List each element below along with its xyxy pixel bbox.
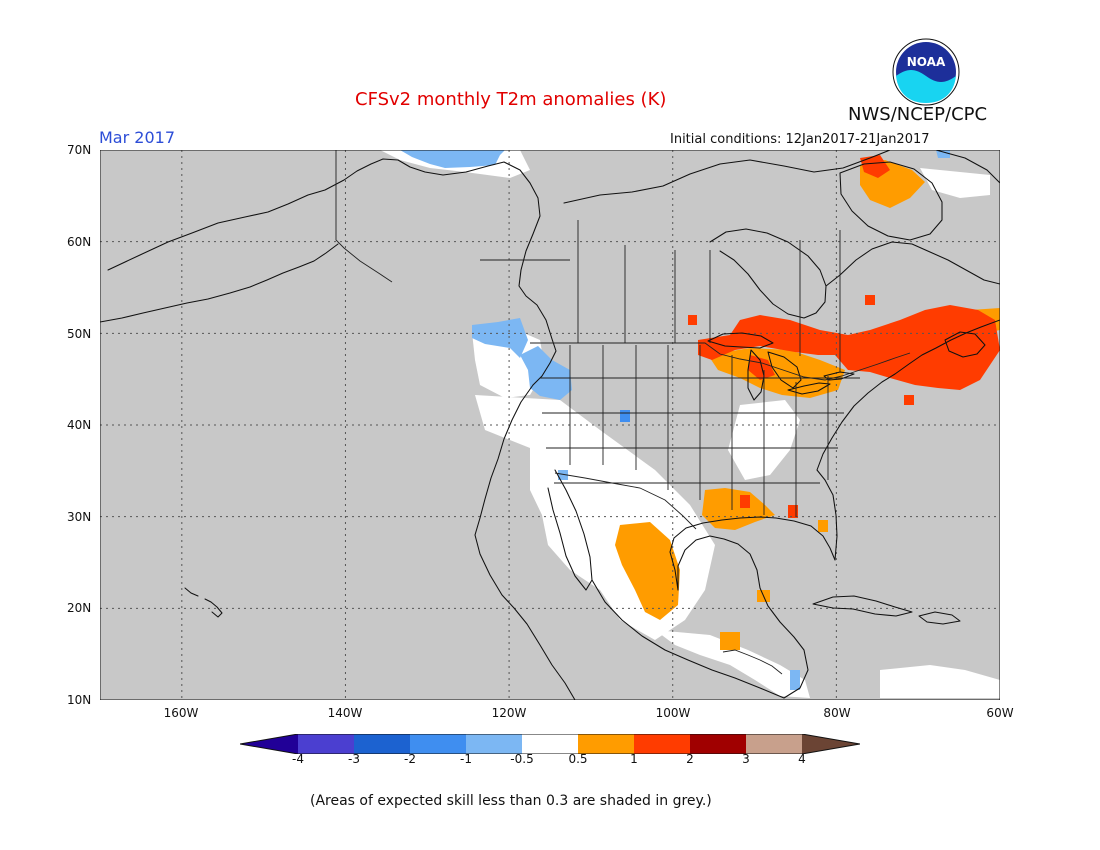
colorbar-label-minus-2: -2 <box>404 752 416 766</box>
lake-superior <box>707 332 774 349</box>
lake-huron <box>767 351 802 389</box>
colorbar-swatch-8 <box>690 734 746 754</box>
lat-label-60n: 60N <box>67 235 92 249</box>
baja-coast <box>547 469 593 591</box>
skill-footnote: (Areas of expected skill less than 0.3 a… <box>310 793 712 809</box>
central-america-borders <box>722 649 783 675</box>
cuba-coast <box>812 595 913 617</box>
lon-label-120w: 120W <box>491 706 527 720</box>
baffin-island-coast <box>839 161 943 241</box>
anomaly-region-nova-scotia-red <box>904 395 914 405</box>
temperature-anomaly-map <box>100 150 1000 700</box>
us-east-coast <box>816 319 1000 471</box>
anomaly-region-gulf-red-2 <box>788 505 798 518</box>
lat-label-50n: 50N <box>67 327 92 341</box>
colorbar-swatch-7 <box>634 734 690 754</box>
lon-label-60w: 60W <box>986 706 1014 720</box>
us-pacific-coast <box>474 534 576 700</box>
hudson-bay-coast <box>709 228 827 319</box>
colorbar-label-1: 1 <box>630 752 638 766</box>
anomaly-region-florida-orange <box>818 520 828 532</box>
lake-erie <box>787 382 831 395</box>
hispaniola-coast <box>918 611 961 625</box>
anomaly-region-ontario-red <box>688 315 697 325</box>
pacific-coast-canada <box>474 384 534 536</box>
anomaly-region-se-canada-red <box>698 305 1000 390</box>
agency-label: NWS/NCEP/CPC <box>848 104 988 125</box>
anomaly-region-baja-white <box>550 470 595 570</box>
lon-label-160w: 160W <box>163 706 199 720</box>
colorbar-right-arrow <box>802 734 860 754</box>
us-gulf-coast <box>669 516 836 591</box>
anomaly-region-gulf-coast-orange <box>702 488 775 530</box>
colorbar-left-arrow <box>240 734 298 754</box>
lat-label-20n: 20N <box>67 601 92 615</box>
colorbar-swatch-5 <box>522 734 578 754</box>
us-mexico-border <box>554 472 697 530</box>
anomaly-fill-layer <box>380 150 1000 698</box>
anomaly-region-colorado-blue <box>620 410 630 422</box>
alaska-canada-border <box>335 150 393 283</box>
month-label: Mar 2017 <box>99 128 175 147</box>
anomaly-region-idaho-montana-blue <box>520 346 572 400</box>
hawaii-islands <box>184 587 223 618</box>
colorbar-label-minus-half: -0.5 <box>510 752 534 766</box>
florida-coast <box>816 469 838 561</box>
initial-conditions-label: Initial conditions: 12Jan2017-21Jan2017 <box>670 132 930 147</box>
colorbar-swatch-1 <box>298 734 354 754</box>
colorbar-label-minus-3: -3 <box>348 752 360 766</box>
anomaly-region-greenland-white <box>920 168 990 198</box>
greenland-coast <box>935 150 1000 184</box>
colorbar-swatch-6 <box>578 734 634 754</box>
colorbar-label-2: 2 <box>686 752 694 766</box>
arctic-islands-coast <box>563 150 891 204</box>
colorbar-label-minus-1: -1 <box>460 752 472 766</box>
colorbar-swatch-2 <box>354 734 410 754</box>
political-borders <box>335 150 911 675</box>
colorbar-label-3: 3 <box>742 752 750 766</box>
anomaly-region-baffin-red <box>860 155 890 178</box>
lat-label-30n: 30N <box>67 510 92 524</box>
us-canada-border <box>530 342 911 381</box>
gulf-coast <box>677 535 809 699</box>
lat-label-40n: 40N <box>67 418 92 432</box>
anomaly-region-caribbean-white <box>880 665 1000 698</box>
anomaly-region-hudson-red <box>865 295 875 305</box>
lat-label-70n: 70N <box>67 143 92 157</box>
canada-province-lines <box>480 220 841 372</box>
anomaly-region-gulf-red <box>740 495 750 508</box>
hudson-strait-coast <box>825 241 1000 287</box>
noaa-logo-icon: NOAA <box>892 38 960 106</box>
colorbar-label-half: 0.5 <box>568 752 588 766</box>
anomaly-region-texas-blue <box>558 470 568 480</box>
colorbar-label-minus-4: -4 <box>292 752 304 766</box>
colorbar-swatch-4 <box>466 734 522 754</box>
coastline-layer <box>100 150 1000 700</box>
map-title: CFSv2 monthly T2m anomalies (K) <box>355 89 667 110</box>
alaska-coastline <box>107 158 557 386</box>
colorbar-swatch-9 <box>746 734 802 754</box>
lat-label-10n: 10N <box>67 693 92 707</box>
mexico-pacific-coast <box>591 579 785 699</box>
newfoundland-coast <box>944 331 986 358</box>
anomaly-region-southern-mexico-orange <box>720 632 740 650</box>
aleutian-chain <box>100 243 339 323</box>
anomaly-region-central-america-white <box>655 630 810 698</box>
anomaly-region-pacific-northwest-blue <box>472 318 528 358</box>
lon-label-100w: 100W <box>655 706 691 720</box>
anomaly-region-western-mexico-orange <box>615 522 680 620</box>
colorbar-label-4: 4 <box>798 752 806 766</box>
lon-label-140w: 140W <box>327 706 363 720</box>
anomaly-region-honduras-blue <box>790 670 800 690</box>
anomaly-region-alaska-north-coast-blue <box>382 150 505 168</box>
svg-text:NOAA: NOAA <box>907 55 946 69</box>
us-state-lines <box>540 345 860 517</box>
colorbar-swatch-3 <box>410 734 466 754</box>
anomaly-region-greenland-blue <box>936 150 950 158</box>
temperature-colorbar <box>240 734 860 754</box>
lon-label-80w: 80W <box>823 706 851 720</box>
